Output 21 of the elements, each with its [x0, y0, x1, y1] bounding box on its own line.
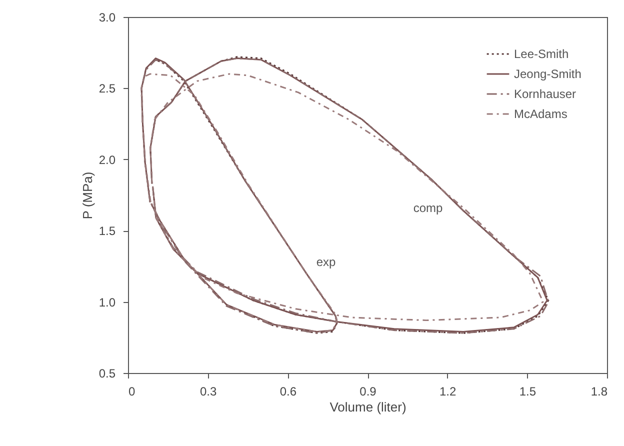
legend-label: McAdams [514, 107, 568, 121]
y-tick-label: 1.0 [98, 295, 116, 310]
annotation: comp [413, 201, 443, 215]
x-tick-label: 0.3 [200, 384, 217, 398]
x-tick-label: 0.6 [280, 384, 297, 398]
x-tick-label: 1.2 [439, 384, 456, 398]
annotation: exp [316, 255, 336, 269]
x-axis-title: Volume (liter) [330, 400, 406, 414]
y-axis-title: P (MPa) [80, 172, 95, 220]
legend-label: Lee-Smith [514, 47, 569, 61]
y-tick-label: 2.5 [98, 82, 116, 96]
legend-label: Kornhauser [514, 87, 576, 101]
y-tick-label: 2.0 [98, 152, 116, 167]
x-tick-label: 0 [128, 384, 136, 398]
y-tick-label: 3.0 [98, 10, 116, 24]
y-tick-label: 1.5 [98, 224, 116, 238]
x-tick-label: 1.8 [590, 384, 608, 398]
x-tick-label: 1.5 [519, 384, 536, 398]
x-tick-label: 0.9 [360, 384, 377, 398]
legend-label: Jeong-Smith [514, 67, 582, 81]
y-tick-label: 0.5 [98, 366, 116, 380]
